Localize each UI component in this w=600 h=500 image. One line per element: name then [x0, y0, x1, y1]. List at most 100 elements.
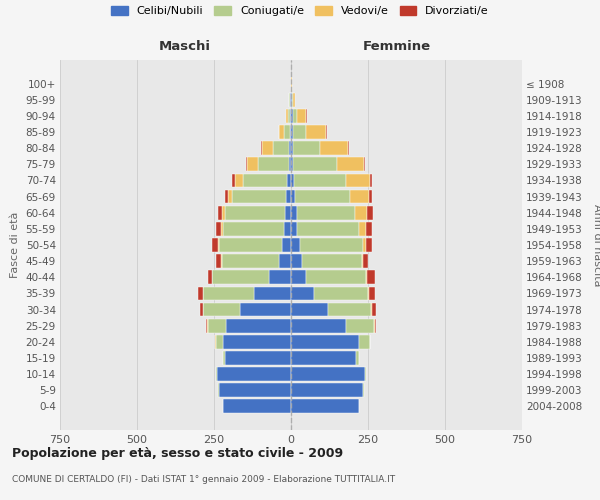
Bar: [289, 158, 291, 171]
Bar: [291, 286, 314, 300]
Bar: [293, 142, 320, 155]
Bar: [291, 302, 328, 316]
Bar: [212, 238, 218, 252]
Bar: [223, 222, 284, 235]
Bar: [242, 174, 287, 188]
Bar: [299, 238, 363, 252]
Bar: [291, 367, 365, 381]
Bar: [284, 125, 290, 139]
Bar: [297, 109, 307, 123]
Bar: [284, 222, 291, 235]
Bar: [215, 335, 223, 348]
Bar: [222, 254, 278, 268]
Bar: [289, 142, 291, 155]
Bar: [217, 367, 291, 381]
Bar: [221, 222, 223, 235]
Text: Maschi: Maschi: [159, 40, 211, 52]
Bar: [296, 206, 355, 220]
Bar: [292, 93, 293, 106]
Bar: [320, 142, 348, 155]
Bar: [225, 206, 285, 220]
Bar: [375, 319, 376, 332]
Bar: [364, 254, 368, 268]
Bar: [291, 270, 307, 284]
Bar: [371, 302, 376, 316]
Bar: [362, 254, 364, 268]
Bar: [291, 190, 295, 203]
Bar: [290, 125, 291, 139]
Bar: [217, 254, 221, 268]
Bar: [367, 238, 372, 252]
Bar: [272, 142, 289, 155]
Bar: [290, 109, 291, 123]
Bar: [356, 351, 359, 365]
Bar: [364, 158, 365, 171]
Bar: [287, 174, 291, 188]
Bar: [291, 125, 293, 139]
Bar: [285, 206, 291, 220]
Bar: [365, 367, 366, 381]
Bar: [258, 158, 289, 171]
Bar: [348, 142, 349, 155]
Bar: [254, 286, 291, 300]
Bar: [291, 174, 294, 188]
Bar: [203, 302, 240, 316]
Bar: [291, 93, 292, 106]
Bar: [228, 190, 232, 203]
Bar: [293, 93, 295, 106]
Bar: [247, 158, 258, 171]
Bar: [293, 125, 307, 139]
Bar: [359, 335, 370, 348]
Bar: [367, 270, 375, 284]
Bar: [288, 109, 290, 123]
Bar: [232, 190, 286, 203]
Bar: [218, 384, 291, 397]
Text: Femmine: Femmine: [363, 40, 431, 52]
Bar: [291, 142, 293, 155]
Y-axis label: Anni di nascita: Anni di nascita: [592, 204, 600, 286]
Bar: [226, 319, 291, 332]
Bar: [206, 319, 207, 332]
Bar: [232, 174, 235, 188]
Bar: [291, 319, 346, 332]
Bar: [346, 319, 374, 332]
Bar: [198, 286, 203, 300]
Bar: [291, 335, 359, 348]
Bar: [291, 158, 293, 171]
Bar: [291, 206, 296, 220]
Bar: [286, 109, 288, 123]
Bar: [363, 238, 367, 252]
Bar: [207, 319, 208, 332]
Bar: [374, 319, 375, 332]
Bar: [278, 254, 291, 268]
Bar: [291, 351, 356, 365]
Bar: [367, 206, 373, 220]
Bar: [293, 158, 337, 171]
Legend: Celibi/Nubili, Coniugati/e, Vedovi/e, Divorziati/e: Celibi/Nubili, Coniugati/e, Vedovi/e, Di…: [111, 6, 489, 16]
Text: Popolazione per età, sesso e stato civile - 2009: Popolazione per età, sesso e stato civil…: [12, 448, 343, 460]
Bar: [225, 190, 228, 203]
Bar: [367, 222, 372, 235]
Bar: [302, 254, 362, 268]
Bar: [359, 222, 367, 235]
Bar: [291, 400, 359, 413]
Bar: [291, 77, 292, 90]
Bar: [240, 302, 291, 316]
Bar: [291, 254, 302, 268]
Bar: [218, 238, 282, 252]
Bar: [282, 238, 291, 252]
Y-axis label: Fasce di età: Fasce di età: [10, 212, 20, 278]
Bar: [337, 158, 364, 171]
Bar: [328, 302, 371, 316]
Bar: [223, 206, 225, 220]
Bar: [368, 190, 371, 203]
Bar: [235, 174, 242, 188]
Bar: [279, 125, 284, 139]
Bar: [291, 222, 297, 235]
Bar: [294, 174, 346, 188]
Bar: [208, 270, 212, 284]
Bar: [370, 174, 372, 188]
Bar: [295, 190, 350, 203]
Bar: [212, 270, 269, 284]
Bar: [293, 109, 297, 123]
